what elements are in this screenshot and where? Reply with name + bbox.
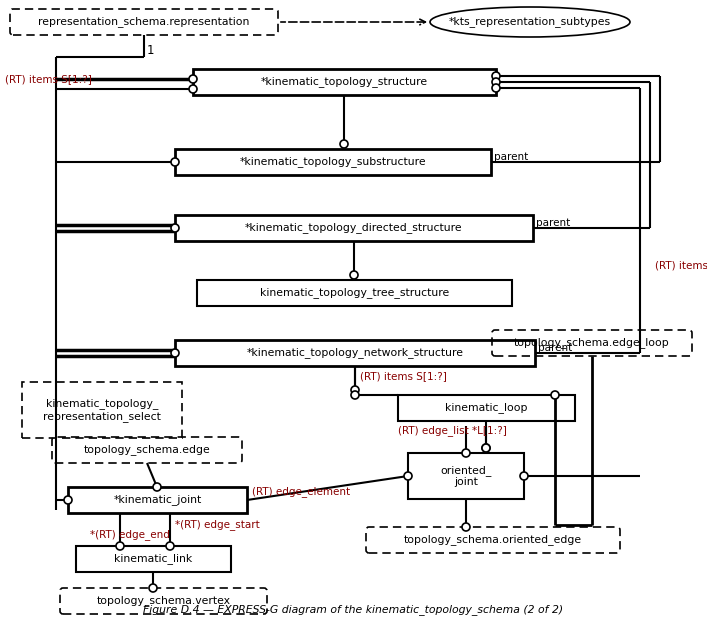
- Text: kinematic_topology_
representation_select: kinematic_topology_ representation_selec…: [43, 398, 161, 422]
- Circle shape: [492, 72, 500, 80]
- Text: kinematic_topology_tree_structure: kinematic_topology_tree_structure: [260, 288, 449, 298]
- Text: *kinematic_topology_structure: *kinematic_topology_structure: [261, 77, 428, 87]
- Text: parent: parent: [536, 218, 571, 228]
- Circle shape: [482, 444, 490, 452]
- Circle shape: [462, 449, 470, 457]
- Circle shape: [351, 391, 359, 399]
- Circle shape: [351, 386, 359, 394]
- Bar: [22, 382, 182, 438]
- Text: topology_schema.vertex: topology_schema.vertex: [96, 595, 230, 607]
- Circle shape: [64, 496, 72, 504]
- Circle shape: [492, 84, 500, 92]
- Text: (RT) edge_element: (RT) edge_element: [252, 487, 350, 498]
- Circle shape: [350, 271, 358, 279]
- Circle shape: [462, 523, 470, 531]
- Text: (RT) items S[1:?]: (RT) items S[1:?]: [655, 260, 707, 270]
- Text: topology_schema.edge_loop: topology_schema.edge_loop: [514, 337, 670, 348]
- Text: parent: parent: [538, 343, 572, 353]
- Circle shape: [166, 542, 174, 550]
- Circle shape: [520, 472, 528, 480]
- Text: *kinematic_topology_directed_structure: *kinematic_topology_directed_structure: [245, 223, 463, 233]
- Circle shape: [482, 444, 490, 452]
- Bar: [76, 546, 231, 572]
- Circle shape: [492, 78, 500, 86]
- Circle shape: [189, 85, 197, 93]
- Text: topology_schema.oriented_edge: topology_schema.oriented_edge: [404, 535, 582, 545]
- Text: *kinematic_joint: *kinematic_joint: [113, 495, 201, 506]
- Circle shape: [116, 542, 124, 550]
- Text: (RT) items S[1:?]: (RT) items S[1:?]: [360, 371, 447, 381]
- Text: *kinematic_topology_network_structure: *kinematic_topology_network_structure: [247, 347, 464, 358]
- Bar: [175, 215, 533, 241]
- Text: parent: parent: [494, 152, 528, 162]
- Text: 1: 1: [147, 44, 155, 57]
- Bar: [68, 487, 247, 513]
- Circle shape: [149, 584, 157, 592]
- Bar: [175, 340, 535, 366]
- Circle shape: [551, 391, 559, 399]
- Circle shape: [171, 224, 179, 232]
- Text: *kinematic_topology_substructure: *kinematic_topology_substructure: [240, 157, 426, 168]
- Text: kinematic_link: kinematic_link: [115, 553, 192, 565]
- Bar: [175, 149, 491, 175]
- Bar: [408, 453, 524, 499]
- Bar: [398, 395, 575, 421]
- Text: kinematic_loop: kinematic_loop: [445, 402, 527, 413]
- Circle shape: [171, 158, 179, 166]
- Circle shape: [189, 75, 197, 83]
- Text: representation_schema.representation: representation_schema.representation: [38, 17, 250, 27]
- Circle shape: [404, 472, 412, 480]
- Text: *kts_representation_subtypes: *kts_representation_subtypes: [449, 17, 611, 27]
- Bar: [197, 280, 512, 306]
- Text: (RT) edge_list *L[1:?]: (RT) edge_list *L[1:?]: [398, 425, 507, 436]
- Text: *(RT) edge_end: *(RT) edge_end: [90, 529, 170, 540]
- Circle shape: [171, 349, 179, 357]
- Text: oriented_
joint: oriented_ joint: [440, 465, 491, 487]
- Text: (RT) items S[1:?]: (RT) items S[1:?]: [5, 74, 92, 84]
- Text: Figure D.4 — EXPRESS-G diagram of the kinematic_topology_schema (2 of 2): Figure D.4 — EXPRESS-G diagram of the ki…: [144, 605, 563, 615]
- Text: topology_schema.edge: topology_schema.edge: [83, 444, 211, 456]
- Text: *(RT) edge_start: *(RT) edge_start: [175, 519, 259, 530]
- Bar: [193, 69, 496, 95]
- Circle shape: [153, 483, 161, 491]
- Circle shape: [340, 140, 348, 148]
